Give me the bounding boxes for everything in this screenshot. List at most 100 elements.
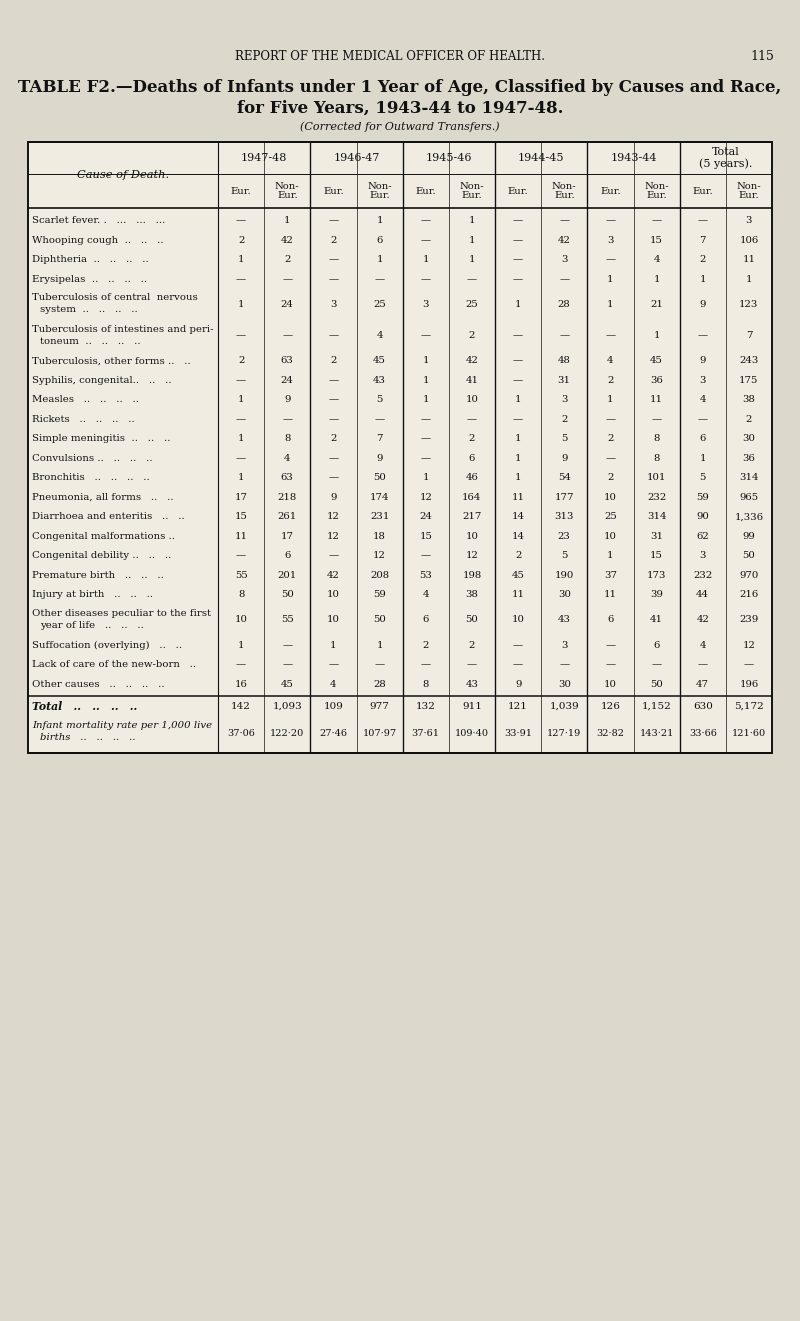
Text: (Corrected for Outward Transfers.): (Corrected for Outward Transfers.) <box>300 122 500 132</box>
Text: 126: 126 <box>601 701 620 711</box>
Text: 1: 1 <box>515 453 522 462</box>
Text: Tuberculosis of central  nervous: Tuberculosis of central nervous <box>32 293 198 303</box>
Text: 231: 231 <box>370 513 390 522</box>
Text: 208: 208 <box>370 571 389 580</box>
Text: 1: 1 <box>376 641 383 650</box>
Text: 4: 4 <box>607 357 614 365</box>
Text: 6: 6 <box>284 551 290 560</box>
Text: 12: 12 <box>373 551 386 560</box>
Text: —: — <box>513 255 523 264</box>
Text: 12: 12 <box>327 513 340 522</box>
Text: Pneumonia, all forms   ..   ..: Pneumonia, all forms .. .. <box>32 493 174 502</box>
Text: Lack of care of the new-born   ..: Lack of care of the new-born .. <box>32 660 196 670</box>
Text: 1: 1 <box>746 275 752 284</box>
Text: 5: 5 <box>699 473 706 482</box>
Text: —: — <box>236 375 246 384</box>
Text: 36: 36 <box>650 375 663 384</box>
Text: 47: 47 <box>696 680 710 688</box>
Text: —: — <box>328 255 338 264</box>
Text: 1: 1 <box>699 275 706 284</box>
Text: 10: 10 <box>604 493 617 502</box>
Text: 2: 2 <box>561 415 567 424</box>
Text: 50: 50 <box>742 551 755 560</box>
Text: 18: 18 <box>373 532 386 540</box>
Text: 1,039: 1,039 <box>550 701 579 711</box>
Text: —: — <box>559 275 570 284</box>
Text: 4: 4 <box>376 332 383 339</box>
Text: 132: 132 <box>416 701 436 711</box>
Text: 14: 14 <box>511 513 525 522</box>
Text: 2: 2 <box>746 415 752 424</box>
Text: 1: 1 <box>469 235 475 244</box>
Text: Non-
Eur.: Non- Eur. <box>275 182 299 201</box>
Text: 1: 1 <box>376 255 383 264</box>
Bar <box>28 141 772 753</box>
Text: —: — <box>698 660 708 670</box>
Text: —: — <box>421 551 431 560</box>
Text: 1: 1 <box>515 395 522 404</box>
Text: 2: 2 <box>607 473 614 482</box>
Text: year of life   ..   ..   ..: year of life .. .. .. <box>40 621 144 630</box>
Text: 7: 7 <box>376 435 383 444</box>
Text: 232: 232 <box>647 493 666 502</box>
Text: 217: 217 <box>462 513 482 522</box>
Text: —: — <box>236 275 246 284</box>
Text: 2: 2 <box>330 435 337 444</box>
Text: 16: 16 <box>234 680 247 688</box>
Text: —: — <box>606 641 615 650</box>
Text: Bronchitis   ..   ..   ..   ..: Bronchitis .. .. .. .. <box>32 473 150 482</box>
Text: 121: 121 <box>508 701 528 711</box>
Text: Infant mortality rate per 1,000 live: Infant mortality rate per 1,000 live <box>32 721 212 731</box>
Text: Other diseases peculiar to the first: Other diseases peculiar to the first <box>32 609 211 618</box>
Text: 24: 24 <box>281 300 294 309</box>
Text: 50: 50 <box>281 590 294 600</box>
Text: Convulsions ..   ..   ..   ..: Convulsions .. .. .. .. <box>32 453 153 462</box>
Text: 1: 1 <box>238 473 244 482</box>
Text: 44: 44 <box>696 590 710 600</box>
Text: Eur.: Eur. <box>323 186 344 196</box>
Text: —: — <box>559 217 570 226</box>
Text: —: — <box>421 332 431 339</box>
Text: Non-
Eur.: Non- Eur. <box>737 182 762 201</box>
Text: 15: 15 <box>234 513 247 522</box>
Text: Non-
Eur.: Non- Eur. <box>552 182 577 201</box>
Text: —: — <box>651 217 662 226</box>
Text: 115: 115 <box>750 49 774 62</box>
Text: 36: 36 <box>742 453 755 462</box>
Text: —: — <box>328 415 338 424</box>
Text: 218: 218 <box>278 493 297 502</box>
Text: —: — <box>513 235 523 244</box>
Text: 9: 9 <box>699 357 706 365</box>
Text: 5: 5 <box>376 395 382 404</box>
Text: 28: 28 <box>374 680 386 688</box>
Text: —: — <box>328 375 338 384</box>
Text: 10: 10 <box>466 532 478 540</box>
Text: 1: 1 <box>607 395 614 404</box>
Text: 24: 24 <box>281 375 294 384</box>
Text: —: — <box>606 415 615 424</box>
Text: 63: 63 <box>281 473 294 482</box>
Text: 11: 11 <box>511 493 525 502</box>
Text: 3: 3 <box>699 375 706 384</box>
Text: —: — <box>328 395 338 404</box>
Text: —: — <box>513 275 523 284</box>
Text: 43: 43 <box>558 616 570 625</box>
Text: Non-
Eur.: Non- Eur. <box>644 182 669 201</box>
Text: 23: 23 <box>558 532 570 540</box>
Text: 1: 1 <box>238 641 244 650</box>
Text: 6: 6 <box>422 616 429 625</box>
Text: 50: 50 <box>650 680 663 688</box>
Text: 12: 12 <box>742 641 755 650</box>
Text: —: — <box>236 415 246 424</box>
Text: TABLE F2.—Deaths of Infants under 1 Year of Age, Classified by Causes and Race,: TABLE F2.—Deaths of Infants under 1 Year… <box>18 79 782 96</box>
Text: 33·91: 33·91 <box>504 728 532 737</box>
Text: 201: 201 <box>278 571 297 580</box>
Text: 2: 2 <box>607 435 614 444</box>
Text: 196: 196 <box>739 680 758 688</box>
Text: 12: 12 <box>419 493 432 502</box>
Bar <box>28 141 772 753</box>
Text: 38: 38 <box>742 395 755 404</box>
Text: 28: 28 <box>558 300 570 309</box>
Text: 2: 2 <box>469 332 475 339</box>
Text: Simple meningitis  ..   ..   ..: Simple meningitis .. .. .. <box>32 435 170 444</box>
